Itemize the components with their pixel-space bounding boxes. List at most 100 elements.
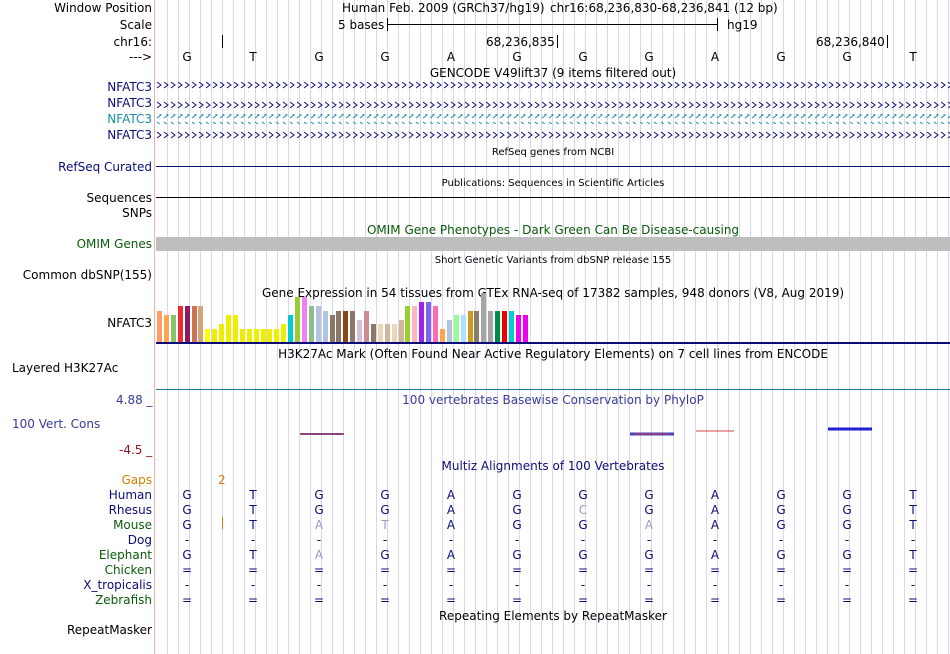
phylop-label[interactable]: 100 Vert. Cons	[12, 417, 101, 431]
gtex-tissue-bar[interactable]	[377, 324, 383, 342]
gtex-tissue-bar[interactable]	[246, 328, 252, 342]
gtex-tissue-bar[interactable]	[419, 301, 425, 342]
gtex-tissue-bar[interactable]	[288, 315, 294, 342]
alignment-base: A	[446, 503, 456, 517]
gtex-tissue-bar[interactable]	[350, 310, 356, 342]
alignment-base: -	[514, 533, 520, 547]
gtex-tissue-bar[interactable]	[184, 306, 190, 342]
gtex-title[interactable]: Gene Expression in 54 tissues from GTEx …	[261, 286, 845, 300]
guide-line	[728, 0, 729, 654]
gtex-tissue-bar[interactable]	[426, 301, 432, 342]
gtex-tissue-bar[interactable]	[163, 315, 169, 342]
gtex-tissue-bar[interactable]	[391, 324, 397, 342]
gtex-tissue-bar[interactable]	[467, 310, 473, 342]
guide-line	[211, 0, 212, 654]
gtex-tissue-bar[interactable]	[384, 324, 390, 342]
gtex-tissue-bar[interactable]	[329, 315, 335, 342]
gtex-tissue-bar[interactable]	[522, 315, 528, 342]
species-label[interactable]: X_tropicalis	[83, 578, 152, 592]
gtex-tissue-bar[interactable]	[336, 310, 342, 342]
gtex-tissue-bar[interactable]	[212, 328, 218, 342]
sequences-line[interactable]	[156, 197, 950, 198]
gtex-tissue-bar[interactable]	[157, 310, 162, 342]
gencode-title[interactable]: GENCODE V49lift37 (9 items filtered out)	[429, 66, 677, 80]
gtex-tissue-bar[interactable]	[433, 306, 438, 342]
species-label[interactable]: Human	[108, 488, 152, 502]
gtex-tissue-bar[interactable]	[364, 310, 369, 342]
gtex-tissue-bar[interactable]	[412, 306, 418, 342]
gtex-tissue-bar[interactable]	[474, 310, 480, 342]
alignment-base: A	[446, 488, 456, 502]
gtex-tissue-bar[interactable]	[198, 306, 204, 342]
gtex-tissue-bar[interactable]	[453, 315, 459, 342]
omim-title[interactable]: OMIM Gene Phenotypes - Dark Green Can Be…	[366, 223, 740, 237]
gtex-tissue-bar[interactable]	[301, 297, 307, 342]
gtex-tissue-bar[interactable]	[281, 324, 287, 342]
publications-title[interactable]: Publications: Sequences in Scientific Ar…	[441, 178, 665, 189]
gtex-tissue-bar[interactable]	[191, 306, 197, 342]
gencode-transcript-label[interactable]: NFATC3	[107, 128, 152, 142]
gtex-tissue-bar[interactable]	[267, 328, 273, 342]
species-label[interactable]: Chicken	[104, 563, 152, 577]
species-label[interactable]: Dog	[127, 533, 152, 547]
gtex-tissue-bar[interactable]	[508, 310, 514, 342]
gtex-tissue-bar[interactable]	[446, 319, 452, 342]
species-label[interactable]: Mouse	[113, 518, 152, 532]
gtex-tissue-bar[interactable]	[343, 310, 349, 342]
omim-label[interactable]: OMIM Genes	[76, 237, 152, 251]
gtex-tissue-bar[interactable]	[322, 310, 328, 342]
gtex-tissue-bar[interactable]	[488, 310, 494, 342]
refseq-gene-line[interactable]	[156, 166, 950, 167]
gtex-tissue-bar[interactable]	[357, 319, 363, 342]
gtex-label[interactable]: NFATC3	[107, 316, 152, 330]
dbsnp-label[interactable]: Common dbSNP(155)	[22, 268, 152, 282]
refseq-title[interactable]: RefSeq genes from NCBI	[491, 147, 615, 158]
phylop-signal[interactable]	[156, 420, 950, 440]
gtex-tissue-bar[interactable]	[219, 324, 225, 342]
snps-label[interactable]: SNPs	[122, 206, 152, 220]
omim-gene-bar[interactable]	[156, 237, 950, 251]
sequence-base: A	[446, 50, 456, 64]
h3k27ac-label[interactable]: Layered H3K27Ac	[12, 361, 119, 375]
alignment-base: =	[445, 563, 457, 577]
gencode-transcript-label[interactable]: NFATC3	[107, 80, 152, 94]
species-label[interactable]: Rhesus	[108, 503, 152, 517]
gencode-transcript-track[interactable]	[156, 80, 950, 142]
gtex-tissue-bar[interactable]	[460, 315, 466, 342]
h3k27ac-title[interactable]: H3K27Ac Mark (Often Found Near Active Re…	[278, 347, 828, 361]
gtex-tissue-bar[interactable]	[170, 315, 176, 342]
gtex-tissue-bar[interactable]	[205, 328, 211, 342]
gtex-tissue-bar[interactable]	[515, 315, 521, 342]
refseq-label[interactable]: RefSeq Curated	[58, 160, 152, 174]
species-label[interactable]: Elephant	[98, 548, 152, 562]
gencode-transcript-label[interactable]: NFATC3	[107, 96, 152, 110]
gtex-tissue-bar[interactable]	[308, 306, 314, 342]
gtex-tissue-bar[interactable]	[370, 324, 376, 342]
repeatmasker-label[interactable]: RepeatMasker	[66, 623, 152, 637]
dbsnp-title[interactable]: Short Genetic Variants from dbSNP releas…	[434, 255, 672, 266]
gtex-tissue-bar[interactable]	[177, 306, 183, 342]
gtex-tissue-bar[interactable]	[253, 328, 259, 342]
gtex-tissue-bar[interactable]	[481, 292, 487, 342]
gtex-tissue-bar[interactable]	[260, 328, 266, 342]
repeatmasker-title[interactable]: Repeating Elements by RepeatMasker	[439, 609, 667, 623]
multiz-title[interactable]: Multiz Alignments of 100 Vertebrates	[441, 459, 665, 473]
sequences-label[interactable]: Sequences	[86, 191, 152, 205]
gtex-tissue-bar[interactable]	[502, 310, 507, 342]
gtex-tissue-bar[interactable]	[495, 310, 501, 342]
species-label[interactable]: Zebrafish	[95, 593, 152, 607]
gtex-tissue-bar[interactable]	[226, 315, 231, 342]
gaps-label[interactable]: Gaps	[121, 473, 152, 487]
guide-line	[915, 0, 916, 654]
gtex-tissue-bar[interactable]	[398, 319, 404, 342]
alignment-base: =	[907, 593, 919, 607]
gtex-tissue-bar[interactable]	[239, 328, 245, 342]
gtex-tissue-bar[interactable]	[439, 328, 445, 342]
gtex-tissue-bar[interactable]	[405, 306, 411, 342]
gtex-tissue-bar[interactable]	[295, 297, 300, 342]
gencode-transcript-label[interactable]: NFATC3	[107, 112, 152, 126]
phylop-title[interactable]: 100 vertebrates Basewise Conservation by…	[402, 393, 704, 407]
gtex-tissue-bar[interactable]	[274, 328, 280, 342]
gtex-tissue-bar[interactable]	[232, 315, 238, 342]
gtex-tissue-bar[interactable]	[315, 306, 321, 342]
